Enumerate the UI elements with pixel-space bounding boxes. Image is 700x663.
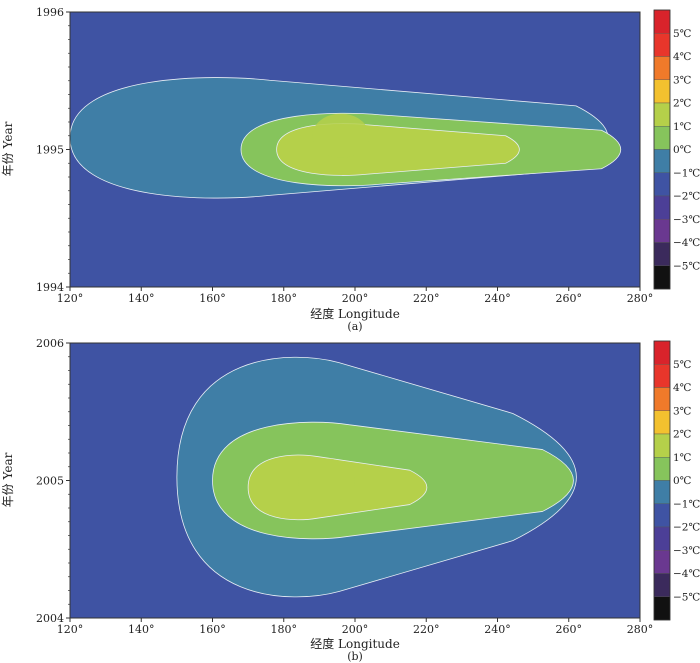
x-tick-label: 180° [271, 292, 298, 305]
warm-core [312, 113, 370, 158]
colorbar-label: 3℃ [673, 74, 692, 86]
colorbar-swatch [653, 596, 671, 621]
x-tick-label: 140° [128, 292, 155, 305]
colorbar-swatch [653, 503, 671, 528]
colorbar-swatch [653, 387, 671, 411]
colorbar-label: −5℃ [673, 591, 700, 603]
x-tick-label: 220° [413, 623, 440, 636]
x-tick-label: 180° [271, 623, 298, 636]
colorbar-swatch [653, 195, 671, 220]
colorbar-label: −4℃ [673, 237, 700, 249]
warm-core [298, 458, 355, 503]
colorbar-label: 1℃ [673, 452, 692, 464]
colorbar-a: 5℃ 4℃ 3℃ 2℃ 1℃ 0℃ −1℃ −2℃ −3℃ −4℃ −5℃ [653, 9, 700, 290]
colorbar-label: 5℃ [673, 359, 692, 371]
panel-b: 120° 140° 160° 180° 200° 220° 240° 260° 280° 200… [1, 337, 700, 663]
colorbar-swatch [653, 480, 671, 504]
colorbar-label: −2℃ [673, 191, 700, 203]
x-tick-label: 240° [484, 292, 511, 305]
colorbar-swatch [653, 364, 671, 388]
x-axis-label-b: 经度 Longitude [310, 636, 400, 651]
y-tick-label: 2005 [36, 475, 64, 488]
y-tick-label: 1994 [36, 281, 64, 294]
x-tick-label: 200° [342, 623, 369, 636]
colorbar-frame [653, 340, 671, 621]
x-tick-label: 160° [199, 292, 226, 305]
colorbar-b: 5℃ 4℃ 3℃ 2℃ 1℃ 0℃ −1℃ −2℃ −3℃ −4℃ −5℃ [653, 340, 700, 621]
y-tick-label: 1996 [36, 6, 64, 19]
colorbar-label: 2℃ [673, 98, 692, 110]
x-tick-label: 260° [556, 292, 583, 305]
colorbar-label: −2℃ [673, 522, 700, 534]
colorbar-label: −1℃ [673, 498, 700, 510]
colorbar-swatch [653, 550, 671, 574]
y-axis-label-b: 年份 Year [1, 452, 15, 507]
y-axis-label-a: 年份 Year [1, 121, 15, 176]
colorbar-swatch [653, 126, 671, 150]
y-tick-label: 1995 [36, 144, 64, 157]
colorbar-label: 2℃ [673, 429, 692, 441]
colorbar-frame [653, 9, 671, 290]
x-tick-label: 160° [199, 623, 226, 636]
colorbar-swatch [653, 573, 671, 597]
x-tick-label: 220° [413, 292, 440, 305]
colorbar-swatch [653, 265, 671, 290]
x-tick-label: 120° [57, 623, 84, 636]
x-axis-a: 120° 140° 160° 180° 200° 220° 240° 260° 280° [57, 287, 654, 305]
colorbar-label: −1℃ [673, 167, 700, 179]
x-tick-label: 280° [627, 623, 654, 636]
colorbar-swatch [653, 102, 671, 127]
colorbar-label: 1℃ [673, 121, 692, 133]
colorbar-swatch [653, 219, 671, 243]
heatmap-plot-a [70, 12, 640, 287]
colorbar-label: −4℃ [673, 568, 700, 580]
x-tick-label: 260° [556, 623, 583, 636]
colorbar-label: 4℃ [673, 382, 692, 394]
colorbar-label: −3℃ [673, 545, 700, 557]
colorbar-swatch [653, 526, 671, 551]
y-tick-label: 2004 [36, 612, 64, 625]
heatmap-plot-b [70, 343, 640, 618]
x-tick-label: 280° [627, 292, 654, 305]
panel-label-b: (b) [347, 650, 363, 663]
colorbar-label: −5℃ [673, 260, 700, 272]
panel-label-a: (a) [347, 320, 362, 333]
x-tick-label: 120° [57, 292, 84, 305]
colorbar-swatch [653, 410, 671, 435]
colorbar-swatch [653, 56, 671, 80]
colorbar-swatch [653, 149, 671, 173]
colorbar-swatch [653, 9, 671, 34]
colorbar-label: 0℃ [673, 144, 692, 156]
colorbar-label: 4℃ [673, 51, 692, 63]
y-axis-a: 1994 1995 1996 [36, 6, 70, 294]
colorbar-label: 5℃ [673, 28, 692, 40]
panel-a: 120° 140° 160° 180° 200° 220° 240° 260° 280° 199… [1, 6, 700, 333]
colorbar-label: −3℃ [673, 214, 700, 226]
x-tick-label: 240° [484, 623, 511, 636]
x-axis-b: 120° 140° 160° 180° 200° 220° 240° 260° 280° [57, 618, 654, 636]
colorbar-swatch [653, 33, 671, 57]
colorbar-swatch [653, 433, 671, 458]
x-tick-label: 140° [128, 623, 155, 636]
colorbar-swatch [653, 340, 671, 365]
x-tick-label: 200° [342, 292, 369, 305]
x-axis-label-a: 经度 Longitude [310, 306, 400, 321]
colorbar-swatch [653, 172, 671, 197]
colorbar-swatch [653, 79, 671, 104]
colorbar-label: 0℃ [673, 475, 692, 487]
colorbar-swatch [653, 242, 671, 266]
colorbar-swatch [653, 457, 671, 481]
colorbar-label: 3℃ [673, 405, 692, 417]
y-axis-b: 2004 2005 2006 [36, 337, 70, 625]
y-tick-label: 2006 [36, 337, 64, 350]
